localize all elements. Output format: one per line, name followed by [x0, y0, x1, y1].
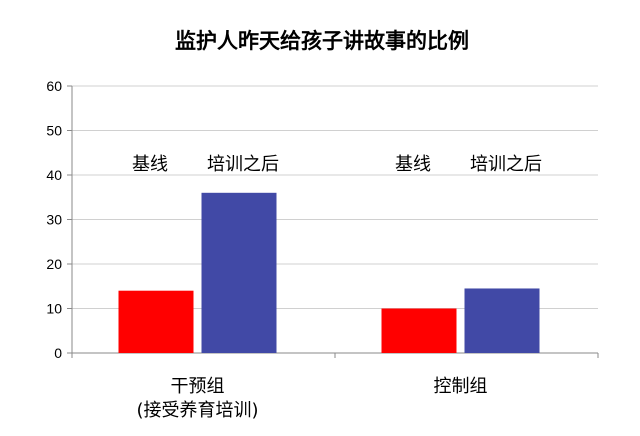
y-tick-label: 60 — [46, 78, 62, 94]
bar-after-training — [464, 288, 540, 353]
x-category-label: 控制组 — [434, 376, 488, 397]
y-tick-label: 10 — [46, 301, 62, 317]
y-tick-label: 50 — [46, 123, 62, 139]
series-label: 培训之后 — [470, 154, 542, 175]
series-label: 基线 — [132, 154, 168, 175]
x-axis: 干预组 (接受养育培训) 控制组 — [136, 376, 487, 421]
y-tick-label: 40 — [46, 167, 62, 183]
chart-title: 监护人昨天给孩子讲故事的比例 — [175, 29, 469, 53]
series-annotations: 基线 培训之后 基线 培训之后 — [132, 154, 542, 175]
x-category-label: 干预组 — [171, 376, 225, 397]
series-label: 培训之后 — [207, 154, 279, 175]
y-tick-label: 20 — [46, 256, 62, 272]
y-tick-label: 30 — [46, 212, 62, 228]
bars — [118, 192, 540, 353]
y-axis: 0 10 20 30 40 50 60 — [46, 78, 599, 361]
y-tick-label: 0 — [54, 345, 62, 361]
bar-after-training — [201, 192, 277, 353]
x-category-sublabel: (接受养育培训) — [136, 400, 258, 421]
bar-baseline — [118, 290, 194, 353]
bar-baseline — [381, 308, 457, 353]
series-label: 基线 — [395, 154, 431, 175]
